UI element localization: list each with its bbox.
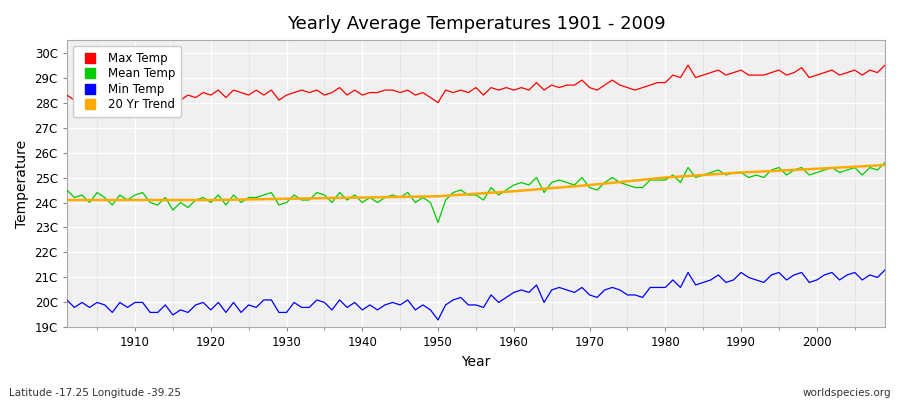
Text: Latitude -17.25 Longitude -39.25: Latitude -17.25 Longitude -39.25	[9, 388, 181, 398]
Text: worldspecies.org: worldspecies.org	[803, 388, 891, 398]
Y-axis label: Temperature: Temperature	[15, 140, 29, 228]
X-axis label: Year: Year	[461, 355, 491, 369]
Legend: Max Temp, Mean Temp, Min Temp, 20 Yr Trend: Max Temp, Mean Temp, Min Temp, 20 Yr Tre…	[73, 46, 182, 117]
Title: Yearly Average Temperatures 1901 - 2009: Yearly Average Temperatures 1901 - 2009	[286, 15, 665, 33]
